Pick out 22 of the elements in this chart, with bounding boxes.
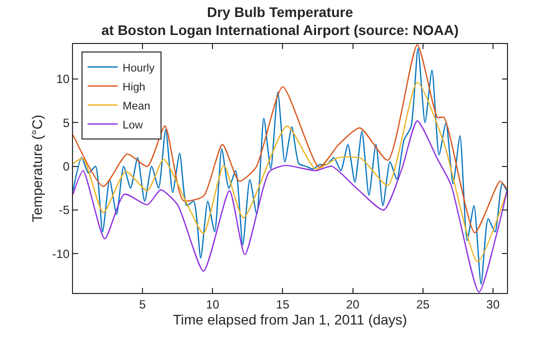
x-tick-label: 30	[486, 297, 500, 312]
y-tick-label: -5	[58, 203, 70, 218]
legend-label: High	[122, 81, 146, 94]
x-tick-label: 5	[139, 297, 146, 312]
x-tick-label: 25	[416, 297, 430, 312]
y-tick-label: 0	[62, 160, 70, 174]
legend-label: Mean	[122, 100, 150, 112]
y-tick-label: -10	[52, 246, 70, 261]
y-axis-title: Temperature (°C)	[28, 114, 45, 222]
x-axis-title: Time elapsed from Jan 1, 2011 (days)	[172, 312, 408, 328]
legend-label: Hourly	[122, 62, 155, 74]
y-tick-label: 5	[62, 116, 70, 130]
line-series	[73, 120, 507, 293]
legend-label: Low	[122, 119, 143, 132]
x-tick-label: 15	[276, 297, 290, 312]
chart-title: Dry Bulb Temperature at Boston Logan International Airport (source: NOAA)	[101, 4, 459, 38]
x-tick-label: 10	[206, 297, 220, 312]
x-tick-label: 20	[346, 297, 360, 312]
line-series	[73, 44, 507, 234]
line-series	[73, 48, 507, 285]
y-tick-label: 10	[56, 72, 70, 86]
line-series	[73, 82, 507, 262]
